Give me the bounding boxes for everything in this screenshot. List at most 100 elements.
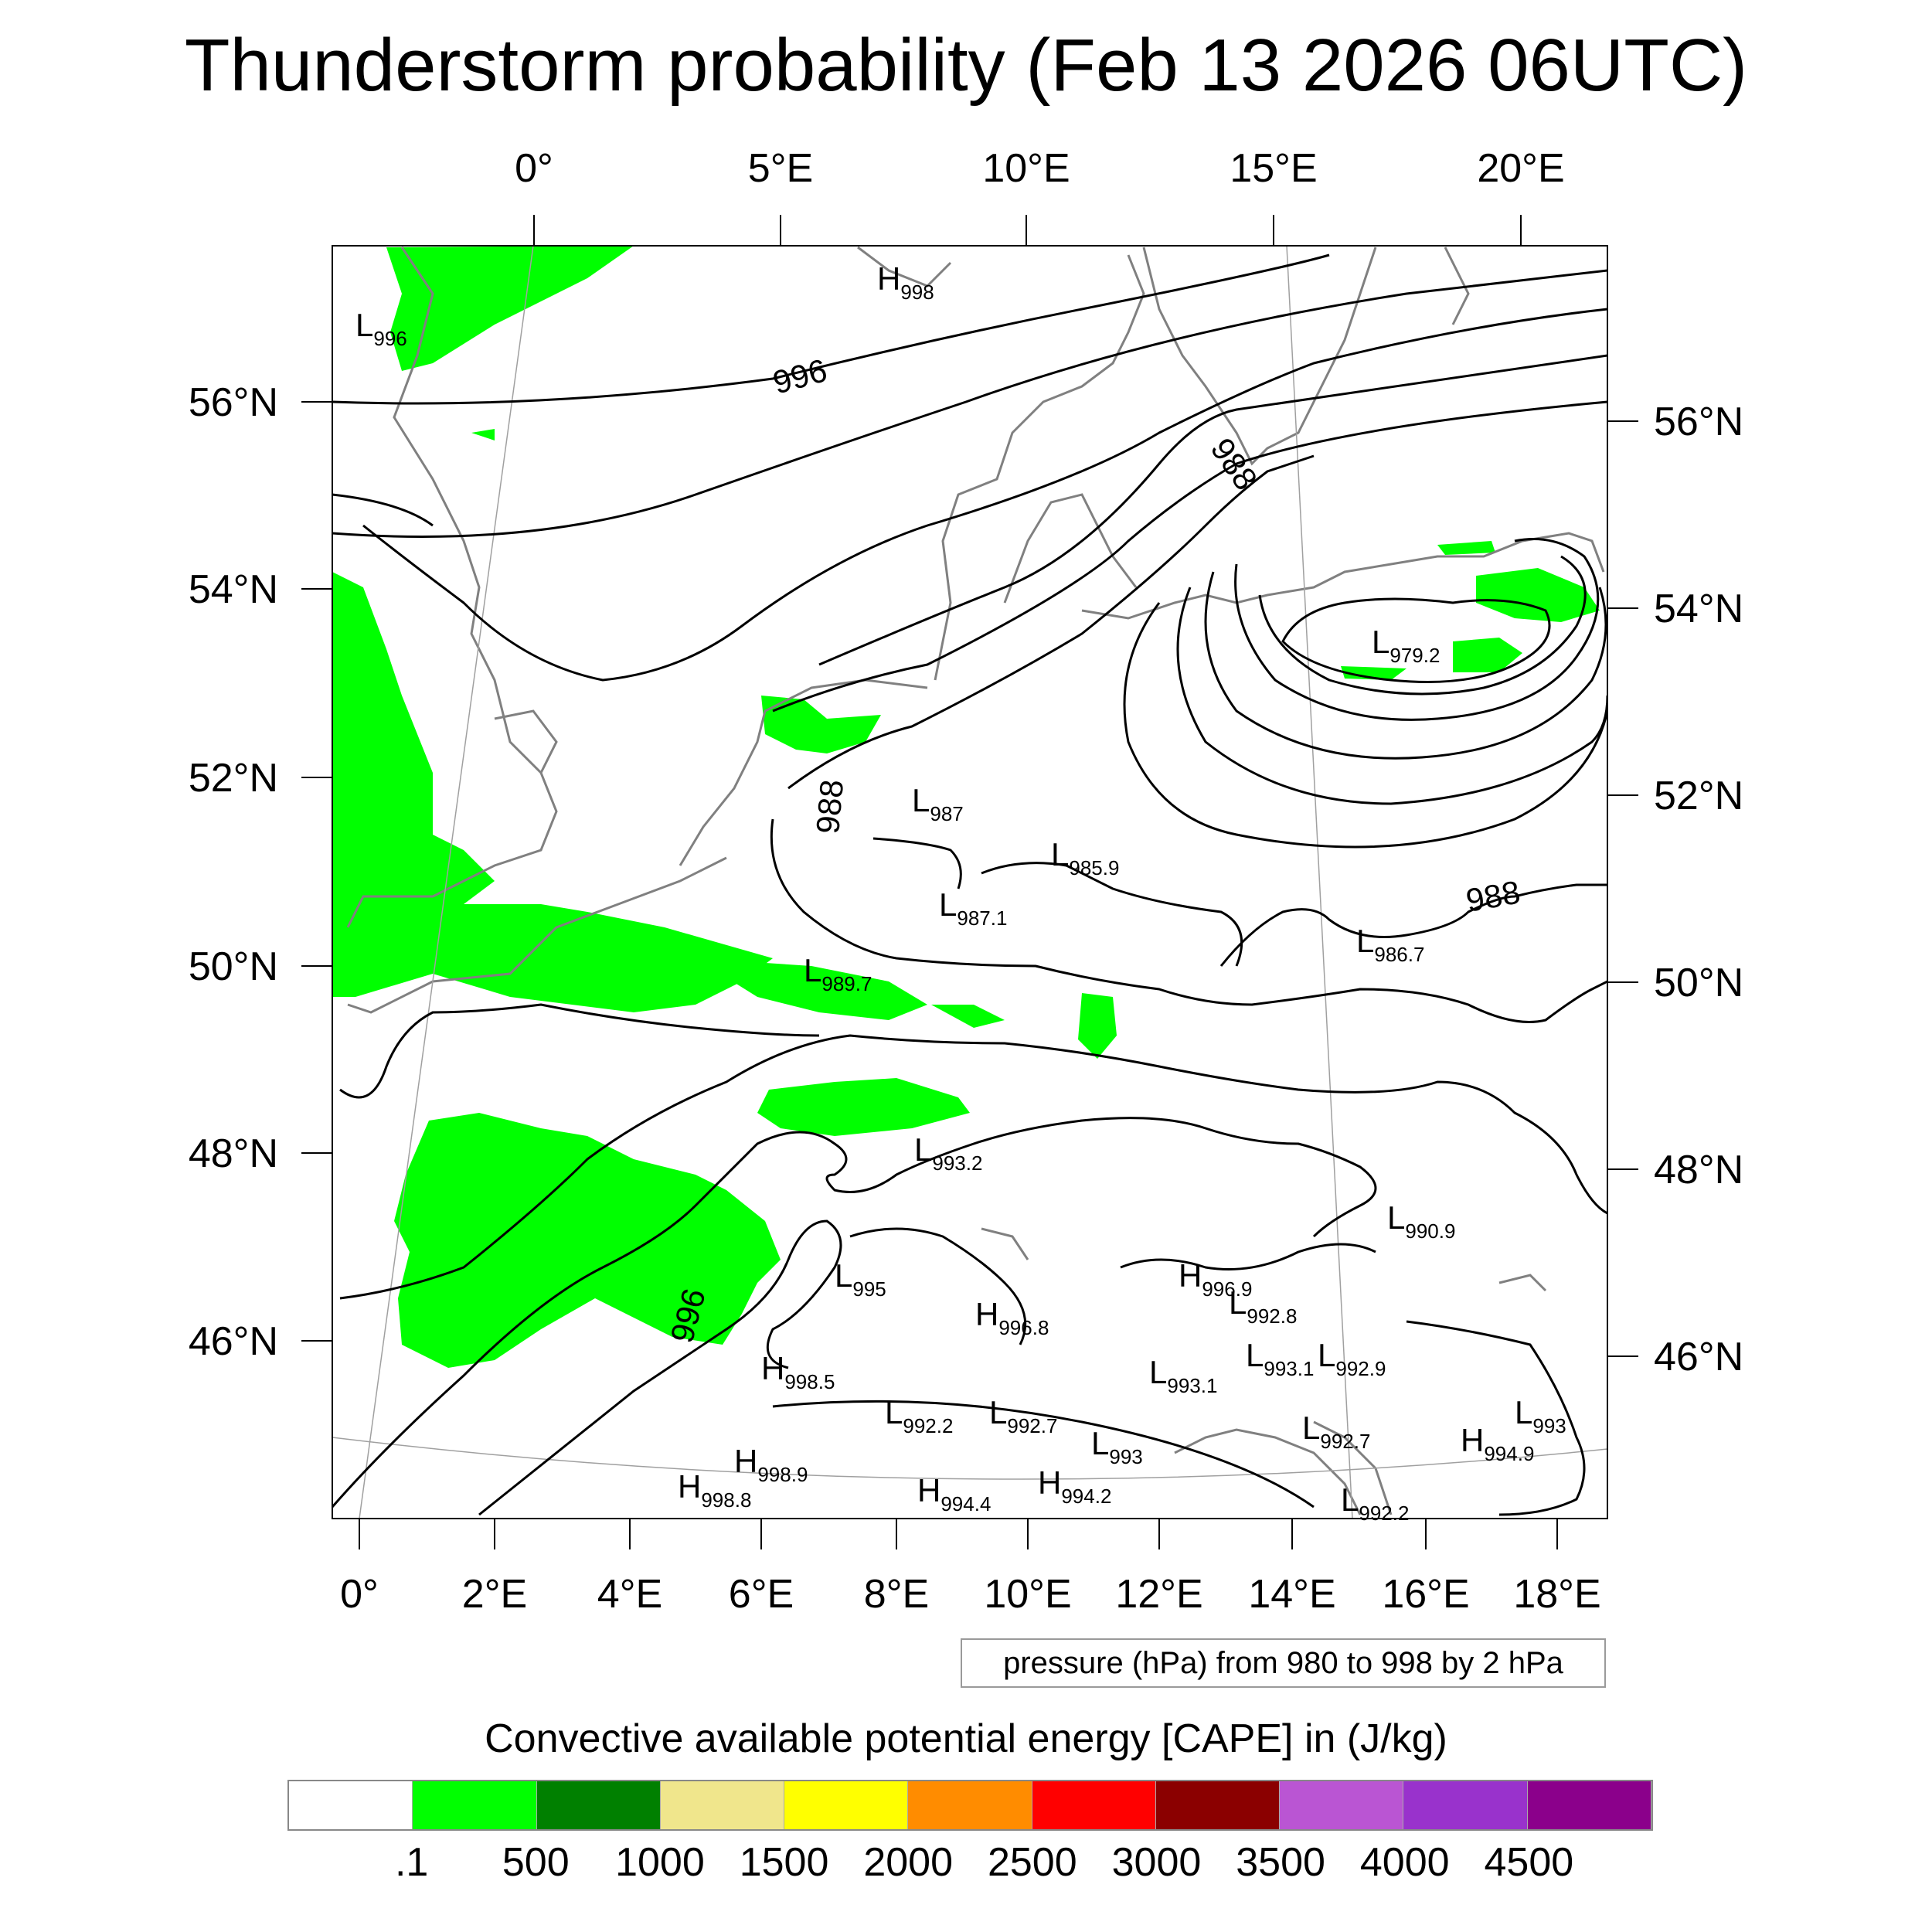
coast-france bbox=[347, 856, 727, 1014]
right-lat-label: 56°N bbox=[1654, 400, 1743, 444]
parallel-45n bbox=[332, 1437, 1607, 1480]
tick-marks bbox=[301, 215, 1638, 1549]
pressure-center: L986.7 bbox=[1356, 923, 1424, 966]
cape-area-germany-central bbox=[931, 1005, 1005, 1028]
bottom-lon-label: 18°E bbox=[1513, 1572, 1600, 1617]
pressure-center: L989.7 bbox=[804, 952, 872, 995]
cape-area-france-north bbox=[696, 958, 927, 1020]
coast-jutland-east bbox=[1003, 493, 1138, 604]
colorbar-label: 1500 bbox=[739, 1840, 829, 1885]
pressure-center: L992.7 bbox=[1302, 1410, 1370, 1453]
top-longitude-labels: 0° 5°E 10°E 15°E 20°E bbox=[515, 146, 1565, 191]
low-ring-5 bbox=[1281, 597, 1551, 683]
bottom-lon-label: 2°E bbox=[462, 1572, 527, 1617]
coast-adriatic-east bbox=[1313, 1420, 1393, 1515]
colorbar-swatch bbox=[784, 1781, 909, 1829]
top-lon-label: 20°E bbox=[1477, 146, 1564, 191]
low-ring-4 bbox=[1258, 555, 1587, 696]
contour-label: 988 bbox=[1463, 873, 1522, 918]
pressure-center: L995 bbox=[835, 1257, 886, 1301]
colorbar-swatch bbox=[289, 1781, 413, 1829]
low-outer bbox=[1123, 602, 1607, 849]
low-ring-1 bbox=[1176, 587, 1607, 805]
isobar-south-3 bbox=[339, 1003, 820, 1099]
colorbar-swatch bbox=[1280, 1781, 1404, 1829]
pressure-center: L987.1 bbox=[939, 886, 1007, 930]
colorbar-label: 500 bbox=[502, 1840, 570, 1885]
isobar-alps-1 bbox=[849, 1227, 1027, 1345]
cape-areas bbox=[332, 246, 1600, 1368]
coast-sweden bbox=[1142, 247, 1377, 466]
coast-lake-balaton bbox=[1498, 1274, 1547, 1292]
colorbar-label: 2000 bbox=[863, 1840, 954, 1885]
bottom-lon-label: 16°E bbox=[1382, 1572, 1469, 1617]
isobar-7 bbox=[787, 454, 1315, 790]
isobar-se bbox=[1406, 1320, 1586, 1516]
bottom-lon-label: 14°E bbox=[1248, 1572, 1335, 1617]
isobar-south-2 bbox=[332, 1117, 1377, 1508]
contour-labels: 996 988 988 988 996 bbox=[663, 352, 1522, 1346]
cape-area-poland-central bbox=[1453, 638, 1522, 672]
colorbar-swatch bbox=[908, 1781, 1032, 1829]
colorbar-swatch bbox=[660, 1781, 785, 1829]
isobar-988-center bbox=[872, 837, 962, 889]
cape-area-poland-east bbox=[1437, 541, 1495, 555]
right-lat-label: 52°N bbox=[1654, 774, 1743, 818]
isobar-988-center2 bbox=[981, 862, 1243, 967]
pressure-center: H996.9 bbox=[1179, 1257, 1252, 1301]
right-lat-label: 54°N bbox=[1654, 587, 1743, 631]
coastlines bbox=[346, 246, 1605, 1515]
cape-area-netherlands bbox=[761, 696, 881, 753]
coast-gotland bbox=[1444, 247, 1470, 325]
isobar-alps-2 bbox=[1120, 1243, 1376, 1270]
contour-label: 996 bbox=[769, 352, 831, 401]
isobars bbox=[332, 253, 1607, 1516]
top-lon-label: 10°E bbox=[982, 146, 1070, 191]
left-lat-label: 56°N bbox=[189, 380, 278, 425]
pressure-center: L996 bbox=[355, 307, 407, 350]
cape-colorbar bbox=[287, 1780, 1653, 1831]
pressure-center: L992.2 bbox=[1341, 1481, 1409, 1525]
low-ring-2 bbox=[1204, 571, 1607, 760]
pressure-info-box: pressure (hPa) from 980 to 998 by 2 hPa bbox=[961, 1638, 1606, 1688]
coast-norway bbox=[857, 246, 952, 287]
low-ring-3 bbox=[1234, 538, 1600, 721]
pressure-center: L992.8 bbox=[1229, 1284, 1297, 1328]
colorbar-label: 3500 bbox=[1236, 1840, 1325, 1885]
coast-alps-lakes bbox=[981, 1227, 1029, 1260]
left-lat-label: 50°N bbox=[189, 944, 278, 989]
meridian-15e bbox=[1286, 246, 1353, 1519]
cape-area-germany-east bbox=[1078, 993, 1117, 1059]
pressure-center: H998.5 bbox=[761, 1350, 835, 1393]
isobar-3 bbox=[332, 493, 434, 527]
isobar-5 bbox=[818, 354, 1607, 666]
coast-britain-east bbox=[494, 709, 558, 774]
isobar-south-4 bbox=[478, 1219, 842, 1516]
pressure-center: L993 bbox=[1515, 1394, 1566, 1437]
pressure-center: H994.4 bbox=[917, 1472, 991, 1515]
coast-denmark bbox=[934, 254, 1145, 681]
pressure-center: H998.9 bbox=[734, 1443, 808, 1486]
coast-adriatic bbox=[1174, 1428, 1362, 1515]
pressure-center: H994.2 bbox=[1038, 1464, 1111, 1508]
cape-area-poland-north bbox=[1476, 568, 1600, 622]
right-lat-label: 48°N bbox=[1654, 1148, 1743, 1192]
cape-area-france-central bbox=[757, 1078, 970, 1136]
map-title: Thunderstorm probability (Feb 13 2026 06… bbox=[184, 24, 1748, 107]
bottom-lon-label: 10°E bbox=[984, 1572, 1071, 1617]
colorbar-label: 2500 bbox=[987, 1840, 1077, 1885]
pressure-center: L992.9 bbox=[1318, 1337, 1386, 1380]
top-lon-label: 0° bbox=[515, 146, 553, 191]
top-lon-label: 5°E bbox=[748, 146, 813, 191]
pressure-center: H998.8 bbox=[678, 1468, 751, 1512]
left-lat-label: 48°N bbox=[189, 1131, 278, 1176]
bottom-lon-label: 8°E bbox=[864, 1572, 929, 1617]
isobar-1 bbox=[332, 253, 1330, 405]
bottom-lon-label: 0° bbox=[340, 1572, 379, 1617]
top-lon-label: 15°E bbox=[1230, 146, 1317, 191]
map-frame bbox=[332, 245, 1608, 1519]
colorbar-swatch bbox=[413, 1781, 537, 1829]
bottom-lon-label: 12°E bbox=[1115, 1572, 1202, 1617]
pressure-center: H994.9 bbox=[1461, 1422, 1534, 1465]
